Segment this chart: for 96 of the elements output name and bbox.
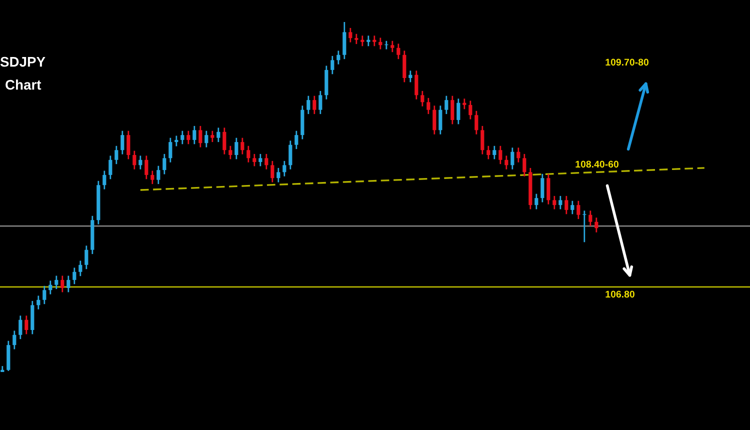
candlestick bbox=[126, 130, 130, 160]
candlestick bbox=[306, 95, 310, 115]
candlestick bbox=[570, 200, 574, 215]
candlestick bbox=[408, 70, 412, 83]
candlestick bbox=[198, 125, 202, 148]
candlestick bbox=[420, 90, 424, 108]
candlestick bbox=[378, 37, 382, 50]
candlestick bbox=[78, 260, 82, 277]
candlestick bbox=[588, 210, 592, 227]
candlestick bbox=[342, 21, 346, 60]
candlestick bbox=[552, 195, 556, 210]
candlestick bbox=[162, 153, 166, 175]
candlestick bbox=[414, 70, 418, 100]
candlestick bbox=[510, 146, 514, 170]
candlestick bbox=[240, 137, 244, 155]
candlestick bbox=[312, 95, 316, 115]
candlestick bbox=[60, 275, 64, 293]
candlestick bbox=[486, 145, 490, 160]
candlestick bbox=[54, 275, 58, 290]
candlestick bbox=[222, 127, 226, 155]
candlestick bbox=[402, 50, 406, 83]
candlestick bbox=[264, 153, 268, 170]
candlestick bbox=[504, 155, 508, 170]
candlestick bbox=[318, 90, 322, 115]
candlestick bbox=[276, 167, 280, 183]
candlestick bbox=[180, 130, 184, 145]
candlestick bbox=[72, 267, 76, 285]
candlestick bbox=[480, 125, 484, 155]
candlestick bbox=[450, 95, 454, 125]
candlestick bbox=[216, 127, 220, 143]
candlestick bbox=[540, 173, 544, 203]
candlestick bbox=[294, 130, 298, 150]
candlestick bbox=[12, 330, 16, 350]
candlestick bbox=[522, 153, 526, 178]
candlestick bbox=[204, 130, 208, 148]
candlestick bbox=[348, 27, 352, 43]
candlestick bbox=[516, 146, 520, 164]
candlestick bbox=[270, 160, 274, 183]
candlestick bbox=[18, 314, 22, 340]
candlestick bbox=[24, 314, 28, 335]
candlestick bbox=[468, 100, 472, 120]
candlestick bbox=[228, 145, 232, 160]
candlestick bbox=[36, 295, 40, 310]
candlestick bbox=[108, 155, 112, 180]
candlestick bbox=[234, 137, 238, 160]
candlestick bbox=[396, 43, 400, 60]
candlestick bbox=[354, 33, 358, 45]
candlestick bbox=[558, 195, 562, 210]
candlestick bbox=[444, 95, 448, 115]
candlestick bbox=[438, 104, 442, 136]
candlestick bbox=[174, 135, 178, 147]
candlestick bbox=[498, 145, 502, 165]
candlestick bbox=[360, 34, 364, 47]
candlestick bbox=[462, 98, 466, 110]
candlestick bbox=[114, 145, 118, 165]
candlestick bbox=[246, 145, 250, 164]
candlestick bbox=[168, 137, 172, 164]
annotation: 106.80 bbox=[606, 290, 634, 298]
candlestick bbox=[576, 200, 580, 220]
candlestick bbox=[192, 125, 196, 145]
candlestick bbox=[138, 155, 142, 170]
candlestick bbox=[66, 275, 70, 293]
candlestick bbox=[288, 140, 292, 170]
candlestick bbox=[366, 34, 370, 47]
candlestick bbox=[132, 150, 136, 170]
candlestick bbox=[150, 170, 154, 185]
candlestick bbox=[84, 244, 88, 270]
candlestick bbox=[594, 216, 598, 234]
candlestick bbox=[120, 130, 124, 155]
candlestick bbox=[186, 130, 190, 145]
candlestick bbox=[330, 55, 334, 75]
candlestick bbox=[474, 110, 478, 136]
candlestick bbox=[336, 50, 340, 66]
candlestick bbox=[426, 97, 430, 115]
candlestick bbox=[144, 155, 148, 180]
candlestick bbox=[582, 210, 586, 243]
candlestick bbox=[546, 173, 550, 206]
annotation: 108.40-60 bbox=[576, 160, 618, 168]
candlestick bbox=[252, 153, 256, 167]
text: Chart bbox=[6, 80, 42, 90]
candlestick bbox=[156, 165, 160, 185]
candlestick bbox=[102, 170, 106, 190]
candlestick bbox=[534, 193, 538, 210]
candlestick bbox=[48, 280, 52, 295]
candlestick bbox=[258, 153, 262, 167]
annotation: 109.70-80 bbox=[606, 58, 648, 66]
candlestick bbox=[210, 130, 214, 143]
candlestick bbox=[564, 195, 568, 215]
candlestick bbox=[42, 285, 46, 305]
candlestick bbox=[282, 160, 286, 178]
candlestick bbox=[456, 98, 460, 125]
text: SDJPY bbox=[0, 56, 46, 67]
candlestick bbox=[492, 145, 496, 160]
candlestick bbox=[432, 104, 436, 136]
candlestick bbox=[390, 40, 394, 53]
candlestick bbox=[372, 34, 376, 47]
